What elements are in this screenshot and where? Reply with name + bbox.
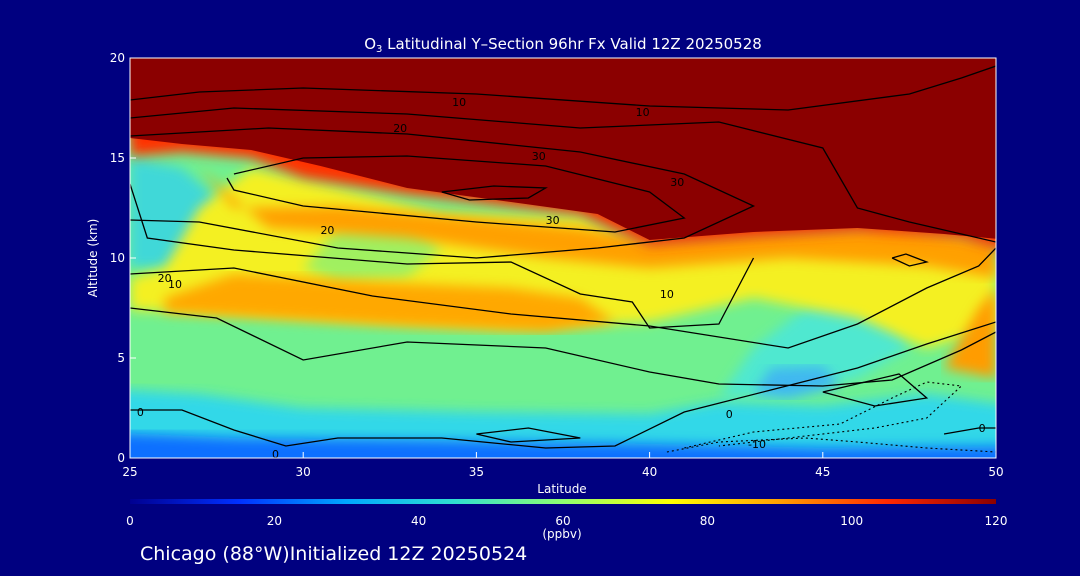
ozone-field [130,58,996,458]
colorbar-tick-label: 120 [985,514,1008,528]
y-tick-label: 10 [110,251,125,265]
contour-line [441,185,548,201]
contour-line [130,107,996,243]
contour-line-negative [684,381,963,449]
chart-title: O3 Latitudinal Y–Section 96hr Fx Valid 1… [364,35,762,55]
field-orange-low [164,274,615,332]
contour-line [130,321,996,449]
contour-line [130,183,755,329]
colorbar-tick-label: 0 [126,514,134,528]
contour-label: 10 [168,278,182,291]
y-tick-label: 15 [110,151,125,165]
colorbar-tick-label: 60 [555,514,570,528]
footer-caption: Chicago (88°W)Initialized 12Z 20250524 [140,543,528,565]
contour-line [943,427,996,435]
contour-label: 30 [546,214,560,227]
field-orange-top [199,168,996,278]
contour-line [130,65,996,111]
contour-label: 0 [272,448,279,461]
contour-line [822,373,929,407]
colorbar-tick-label: 100 [840,514,863,528]
contour-label: 0 [726,408,733,421]
contour-line [130,247,996,349]
y-tick-label: 20 [110,51,125,65]
field-blue-mid [753,366,841,398]
x-tick-label: 25 [122,465,137,479]
contour-label: 10 [452,96,466,109]
colorbar [130,499,996,504]
x-axis-label: Latitude [537,482,587,496]
colorbar-tick-label: 80 [700,514,715,528]
contour-label: -10 [748,438,766,451]
x-tick-label: 40 [642,465,657,479]
contour-label: 30 [670,176,684,189]
contour-label: 0 [137,406,144,419]
contour-line [476,427,581,443]
x-tick-label: 30 [296,465,311,479]
contour-label: 10 [660,288,674,301]
x-tick-label: 35 [469,465,484,479]
y-axis-label: Altitude (km) [86,218,100,298]
contour-label: 0 [979,422,986,435]
contour-line [130,127,756,259]
colorbar-tick-label: 20 [267,514,282,528]
field-blue-surface [130,433,996,458]
contour-line-negative [666,437,996,453]
contour-label: 10 [636,106,650,119]
contour-line [891,253,929,267]
y-tick-label: 5 [117,351,125,365]
x-tick-label: 50 [988,465,1003,479]
contour-label: 30 [532,150,546,163]
contour-label: 20 [393,122,407,135]
x-tick-label: 45 [815,465,830,479]
field-darkred [130,58,996,240]
field-orange-right [944,288,996,378]
field-cyan-mid [718,294,910,398]
contour-label: 20 [158,272,172,285]
colorbar-tick-label: 40 [411,514,426,528]
contour-line [130,307,996,387]
colorbar-units: (ppbv) [542,527,582,541]
contour-line [226,155,686,233]
contour-label: 20 [320,224,334,237]
y-tick-label: 0 [117,451,125,465]
